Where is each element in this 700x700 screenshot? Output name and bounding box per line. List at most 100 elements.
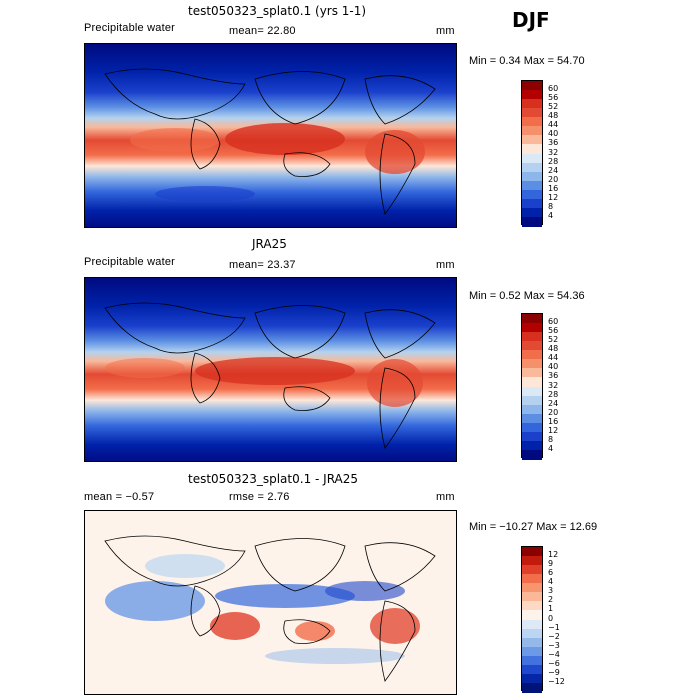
panel1-minmax-label: Min = 0.34 Max = 54.70 [469,55,585,67]
colorbar-tick-label: 56 [548,93,559,103]
panel3-map [84,510,457,695]
panel2-title: JRA25 [252,237,287,251]
colorbar-tick-label: 16 [548,183,559,193]
colorbar-cell [522,341,542,351]
colorbar-tick-label: 12 [548,425,559,435]
colorbar-cell [522,422,542,433]
colorbar-cell [522,664,542,675]
colorbar-cell [522,646,542,657]
colorbar-cell [522,637,542,648]
colorbar-cell [522,565,542,575]
panel1-map [84,43,457,228]
colorbar-cell [522,81,542,91]
colorbar-tick-label: 6 [548,568,554,578]
colorbar-tick-label: 32 [548,380,559,390]
colorbar-cell [522,117,542,127]
panel3-minmax-label: Min = −10.27 Max = 12.69 [469,521,598,533]
colorbar-cell [522,413,542,424]
colorbar-tick-label: 28 [548,389,559,399]
colorbar-tick-label: 4 [548,443,554,453]
panel2-units-label: mm [436,259,455,271]
colorbar-cell [522,368,542,378]
panel3-colorbar: 12 9 6 4 3 2 1 0 −1 −2 −3 −4 −6 −9 −12 [521,546,565,693]
colorbar-tick-label: −6 [548,658,560,668]
colorbar-cell [522,171,542,182]
colorbar-tick-label: 20 [548,407,559,417]
colorbar-cell [522,574,542,584]
colorbar-tick-label: 52 [548,102,559,112]
colorbar-cell [522,449,542,460]
panel1-colorbar: 60 56 52 48 44 40 36 32 28 24 20 16 12 8 4 [521,80,558,227]
colorbar-cell [522,592,542,602]
colorbar-tick-label: 44 [548,353,559,363]
colorbar-tick-label: −4 [548,649,560,659]
panel1-mean-label: mean= 22.80 [229,25,296,37]
colorbar-cell [522,601,542,611]
colorbar-tick-label: 60 [548,317,559,327]
colorbar-cell [522,198,542,209]
colorbar-cell [522,153,542,164]
panel3-mean-label: mean = −0.57 [84,491,155,503]
colorbar-cell [522,332,542,342]
colorbar-cell [522,404,542,415]
panel2-colorbar: 60 56 52 48 44 40 36 32 28 24 20 16 12 8 4 [521,313,558,460]
panel3-units-label: mm [436,491,455,503]
colorbar-tick-label: −9 [548,667,560,677]
colorbar-cell [522,108,542,118]
colorbar-cell [522,655,542,666]
colorbar-tick-label: 8 [548,434,554,444]
colorbar-cell [522,350,542,360]
colorbar-cell [522,556,542,566]
colorbar-tick-label: 12 [548,192,559,202]
colorbar-tick-label: 28 [548,156,559,166]
colorbar-cell [522,144,542,154]
colorbar-tick-label: 36 [548,371,559,381]
colorbar-tick-label: 24 [548,398,559,408]
colorbar-tick-label: 2 [548,595,554,605]
colorbar-tick-label: 4 [548,577,554,587]
colorbar-tick-label: 1 [548,604,554,614]
colorbar-cell [522,90,542,100]
colorbar-tick-label: 44 [548,120,559,130]
colorbar-tick-label: 48 [548,344,559,354]
colorbar-cell [522,323,542,333]
colorbar-tick-label: 3 [548,586,554,596]
panel1-units-label: mm [436,25,455,37]
colorbar-tick-label: 20 [548,174,559,184]
colorbar-cell [522,126,542,136]
colorbar-cell [522,99,542,109]
colorbar-cell [522,673,542,684]
panel2-mean-label: mean= 23.37 [229,259,296,271]
panel1-title: test050323_splat0.1 (yrs 1-1) [188,4,367,18]
panel3-title: test050323_splat0.1 - JRA25 [188,472,359,486]
colorbar-cell [522,377,542,387]
colorbar-tick-label: 4 [548,210,554,220]
panel3-rmse-label: rmse = 2.76 [229,491,290,503]
colorbar-tick-label: −1 [548,622,560,632]
colorbar-tick-label: 24 [548,165,559,175]
colorbar-cell [522,180,542,191]
colorbar-cell [522,207,542,218]
colorbar-cell [522,440,542,451]
panel1-variable-label: Precipitable water [84,22,176,34]
colorbar-tick-label: 32 [548,147,559,157]
colorbar-tick-label: 0 [548,613,554,623]
colorbar-tick-label: 12 [548,550,559,560]
colorbar-tick-label: 9 [548,559,554,569]
panel2-variable-label: Precipitable water [84,256,176,268]
colorbar-tick-label: 52 [548,335,559,345]
colorbar-tick-label: −2 [548,631,560,641]
colorbar-cell [522,162,542,173]
colorbar-cell [522,682,542,693]
colorbar-cell [522,547,542,557]
colorbar-cell [522,135,542,145]
colorbar-cell [522,619,542,630]
colorbar-tick-label: 36 [548,138,559,148]
colorbar-tick-label: −12 [548,676,565,686]
colorbar-tick-label: 16 [548,416,559,426]
colorbar-cell [522,583,542,593]
colorbar-cell [522,431,542,442]
colorbar-cell [522,628,542,639]
colorbar-cell [522,386,542,397]
colorbar-cell [522,610,542,620]
